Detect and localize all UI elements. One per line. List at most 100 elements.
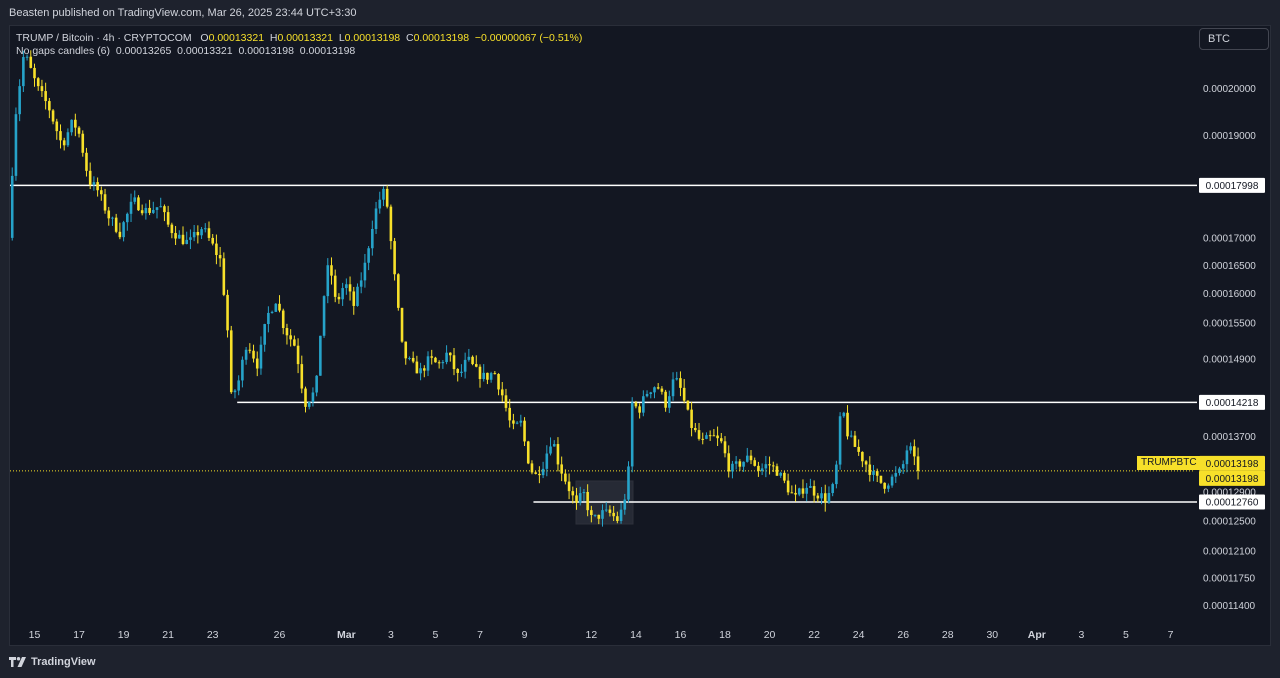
candle[interactable] <box>66 128 70 148</box>
candle[interactable] <box>345 278 348 295</box>
candle[interactable] <box>853 430 857 448</box>
candle[interactable] <box>868 456 872 482</box>
candle[interactable] <box>500 382 504 403</box>
candle[interactable] <box>916 447 920 480</box>
candle[interactable] <box>797 487 801 497</box>
candle[interactable] <box>244 347 248 365</box>
candle[interactable] <box>838 412 842 470</box>
candle[interactable] <box>757 461 760 477</box>
candle[interactable] <box>619 502 623 524</box>
candle[interactable] <box>218 247 222 267</box>
candle[interactable] <box>731 460 734 479</box>
candle[interactable] <box>552 440 556 447</box>
candle[interactable] <box>293 335 296 347</box>
candle[interactable] <box>270 310 274 314</box>
candle[interactable] <box>29 50 33 69</box>
time-axis[interactable]: 15 17 19 21 23 26 Mar 3 5 7 9 12 14 16 18 20 22 24 26 28 30 A… <box>29 629 1174 641</box>
candle[interactable] <box>333 269 337 303</box>
support-resistance-levels[interactable] <box>10 184 1197 503</box>
candle[interactable] <box>166 205 170 228</box>
candle[interactable] <box>48 97 51 119</box>
candle[interactable] <box>196 225 200 244</box>
candle[interactable] <box>734 456 738 470</box>
candle[interactable] <box>185 231 189 245</box>
candle[interactable] <box>44 82 47 110</box>
candle[interactable] <box>140 204 144 216</box>
candle[interactable] <box>126 212 129 231</box>
candle[interactable] <box>59 124 62 149</box>
candle[interactable] <box>515 421 519 425</box>
candle[interactable] <box>786 473 790 496</box>
indicator-name[interactable]: No gaps candles (6) <box>16 45 110 57</box>
candle[interactable] <box>300 355 304 394</box>
candle[interactable] <box>857 439 860 456</box>
candle[interactable] <box>775 463 779 476</box>
candle[interactable] <box>564 469 567 485</box>
candle[interactable] <box>252 344 255 363</box>
candle[interactable] <box>890 474 894 488</box>
candle[interactable] <box>682 379 686 404</box>
candles[interactable] <box>10 50 920 527</box>
candle[interactable] <box>296 338 300 374</box>
candle[interactable] <box>864 460 868 473</box>
candle[interactable] <box>675 371 679 381</box>
candle[interactable] <box>374 201 378 234</box>
candle[interactable] <box>482 364 486 382</box>
candle[interactable] <box>679 371 682 397</box>
candle[interactable] <box>586 484 589 517</box>
candle[interactable] <box>512 413 515 430</box>
candle[interactable] <box>174 225 177 246</box>
candle[interactable] <box>330 257 333 285</box>
candle[interactable] <box>872 464 875 482</box>
candle[interactable] <box>723 436 727 458</box>
candle[interactable] <box>177 230 181 239</box>
candle[interactable] <box>749 450 753 465</box>
candle[interactable] <box>497 373 500 396</box>
candle[interactable] <box>341 282 344 306</box>
candle[interactable] <box>712 429 716 437</box>
candle[interactable] <box>742 461 745 472</box>
candle[interactable] <box>452 347 456 376</box>
candle[interactable] <box>359 272 363 294</box>
candle[interactable] <box>385 185 389 209</box>
candle[interactable] <box>913 439 916 466</box>
candle[interactable] <box>411 351 415 364</box>
candle[interactable] <box>415 355 419 374</box>
candle[interactable] <box>133 190 137 205</box>
candle[interactable] <box>849 430 853 438</box>
candle[interactable] <box>467 348 471 362</box>
candle[interactable] <box>74 113 77 137</box>
candle[interactable] <box>129 193 133 223</box>
candle[interactable] <box>504 388 508 412</box>
candle[interactable] <box>567 473 571 500</box>
candle[interactable] <box>519 414 523 427</box>
candle[interactable] <box>835 460 838 489</box>
candle[interactable] <box>144 203 148 220</box>
candle[interactable] <box>768 456 771 475</box>
candle[interactable] <box>111 216 114 226</box>
candle[interactable] <box>62 137 66 151</box>
candle[interactable] <box>727 445 731 478</box>
candle[interactable] <box>493 371 497 375</box>
tradingview-logo[interactable]: TradingView <box>9 656 96 668</box>
candle[interactable] <box>151 201 155 215</box>
candle[interactable] <box>51 109 55 125</box>
candle[interactable] <box>22 50 25 93</box>
candle[interactable] <box>122 220 125 242</box>
candle[interactable] <box>281 308 285 335</box>
candle[interactable] <box>801 479 805 499</box>
candle[interactable] <box>656 383 660 390</box>
candle[interactable] <box>753 457 757 467</box>
candle[interactable] <box>779 471 782 478</box>
candle[interactable] <box>805 483 808 502</box>
candle[interactable] <box>371 220 374 256</box>
candle[interactable] <box>255 351 259 377</box>
candle[interactable] <box>200 226 203 240</box>
candle[interactable] <box>393 237 396 281</box>
candle[interactable] <box>137 195 140 211</box>
candle[interactable] <box>478 364 482 388</box>
candle[interactable] <box>315 375 318 397</box>
candle[interactable] <box>612 506 615 521</box>
candle[interactable] <box>181 226 185 246</box>
candle[interactable] <box>382 186 385 207</box>
